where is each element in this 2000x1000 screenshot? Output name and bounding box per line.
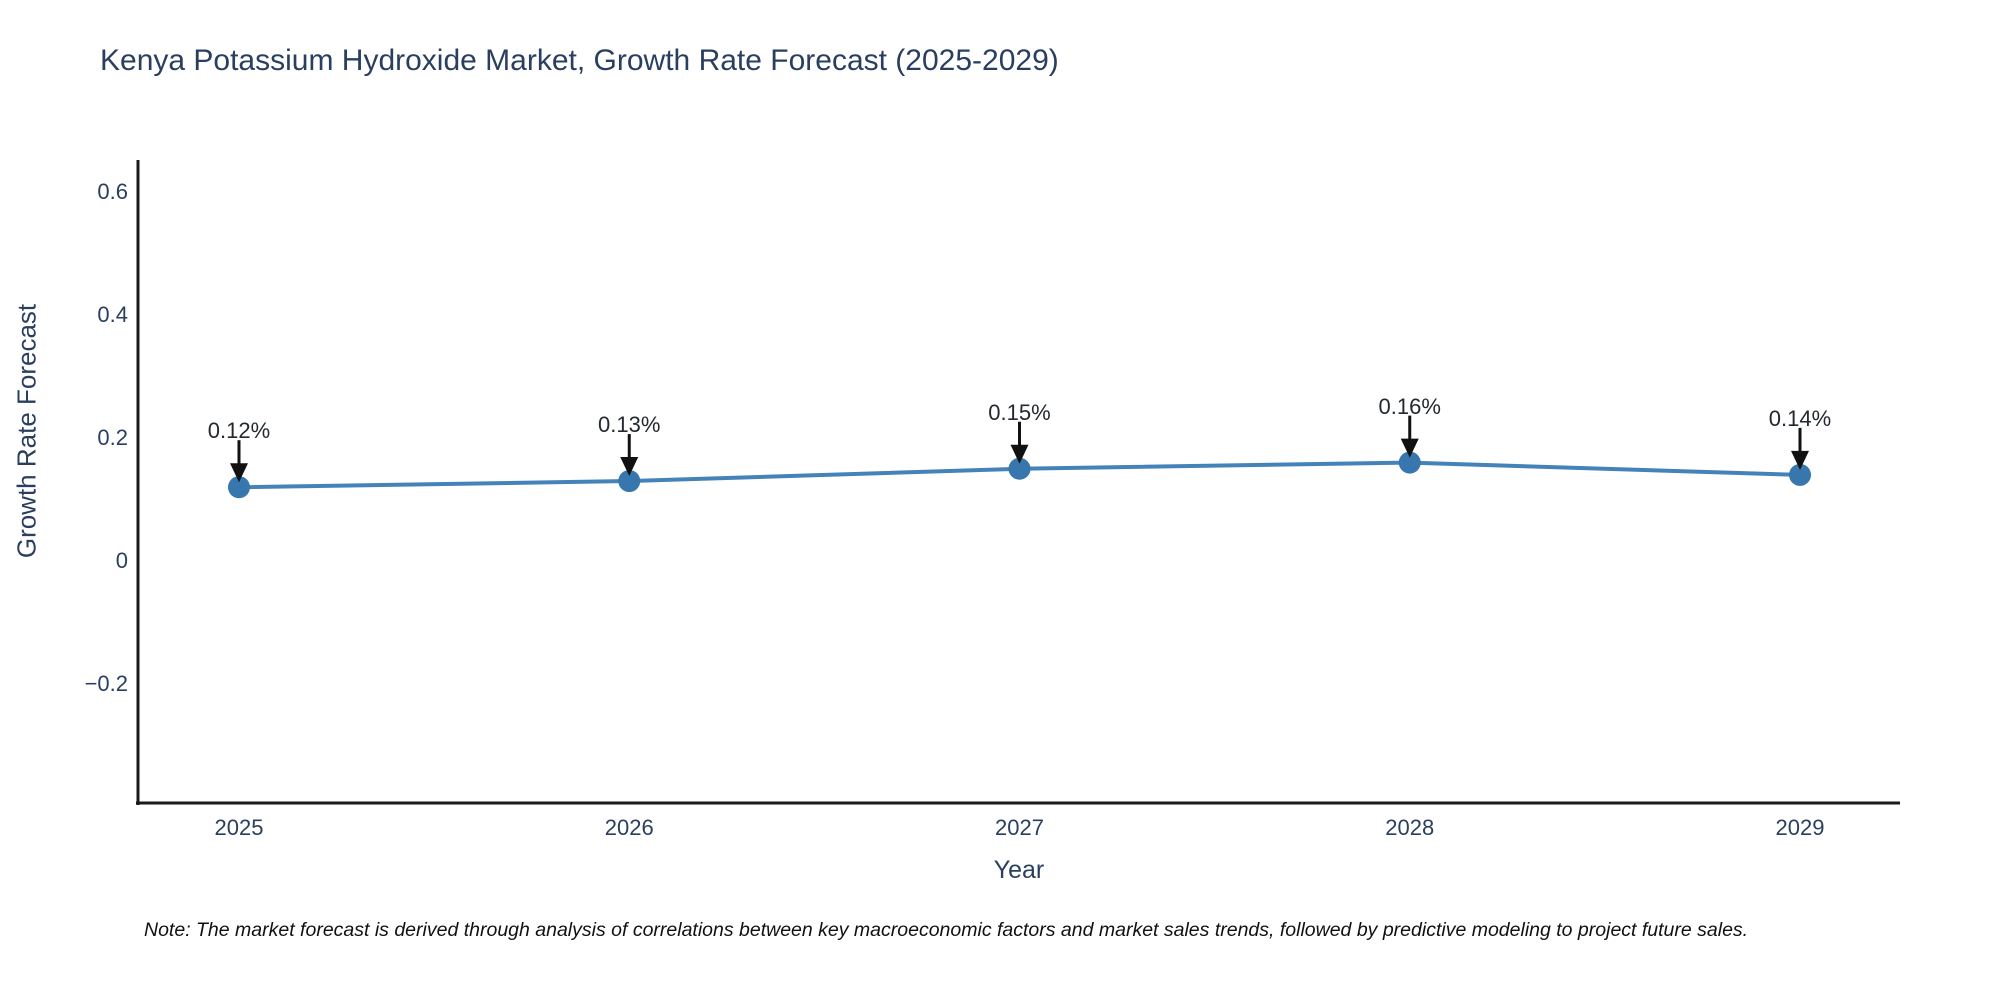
x-tick-label: 2027 — [995, 815, 1044, 840]
point-value-label: 0.13% — [598, 412, 661, 438]
y-tick-label: 0 — [115, 548, 128, 573]
y-tick-label: 0.6 — [97, 179, 128, 204]
data-point-marker — [1398, 451, 1421, 474]
point-value-label: 0.12% — [207, 418, 271, 444]
x-axis-title: Year — [993, 856, 1045, 884]
y-tick-label: −0.2 — [84, 671, 128, 696]
y-axis-title: Growth Rate Forecast — [11, 303, 42, 559]
point-value-label: 0.16% — [1378, 393, 1441, 419]
annotation-arrowhead — [230, 463, 248, 483]
annotation-arrowhead — [1791, 450, 1809, 470]
data-point-marker — [1008, 457, 1031, 480]
point-value-label: 0.15% — [988, 399, 1051, 425]
y-tick-label: 0.2 — [97, 425, 128, 450]
x-tick-label: 2029 — [1775, 815, 1825, 840]
annotation-arrowhead — [1010, 444, 1029, 464]
point-value-label: 0.14% — [1768, 405, 1832, 431]
y-tick-label: 0.4 — [97, 302, 128, 327]
chart-title: Kenya Potassium Hydroxide Market, Growth… — [100, 44, 1059, 77]
annotation-arrowhead — [1400, 438, 1419, 458]
annotation-arrowhead — [620, 457, 639, 477]
data-point-marker — [1789, 463, 1811, 486]
methodology-note: Note: The market forecast is derived thr… — [144, 919, 1749, 941]
data-point-marker — [228, 476, 250, 499]
x-tick-label: 2026 — [604, 815, 654, 840]
data-point-marker — [618, 470, 641, 493]
x-tick-label: 2028 — [1385, 815, 1435, 840]
x-tick-label: 2025 — [214, 815, 264, 840]
